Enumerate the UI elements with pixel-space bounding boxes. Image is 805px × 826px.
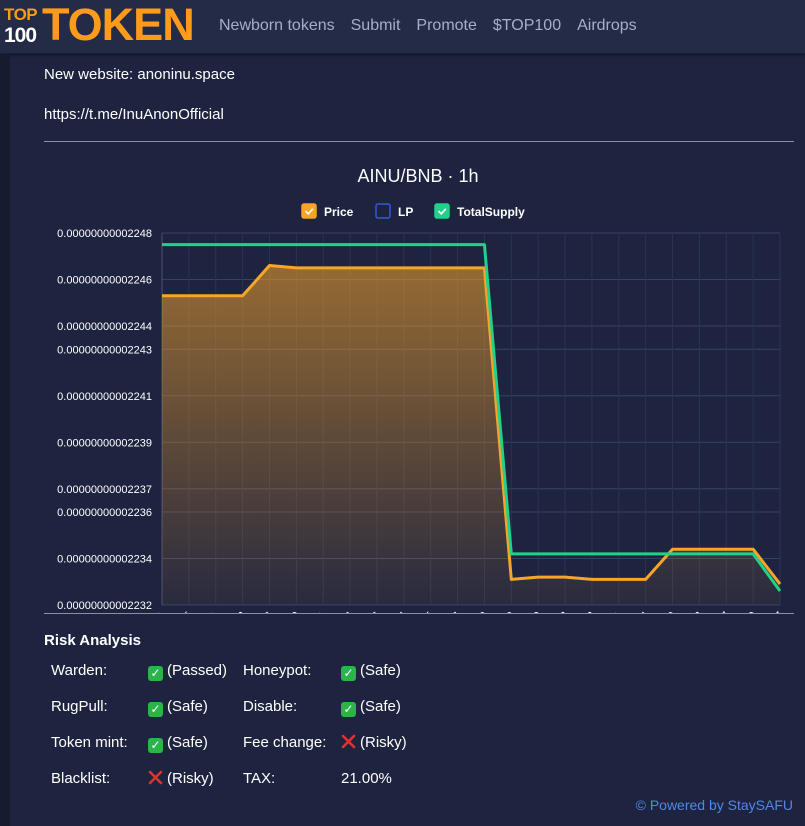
risk-label: RugPull:	[51, 698, 108, 715]
risk-value: ✓ (Passed)	[148, 662, 227, 681]
nav-newborn-tokens[interactable]: Newborn tokens	[219, 17, 335, 34]
risk-label: TAX:	[243, 770, 276, 787]
logo-number-text: 100	[4, 24, 37, 47]
divider-bottom	[44, 613, 794, 614]
risk-value: ✓ (Safe)	[148, 698, 208, 717]
risk-value-text: 21.00%	[341, 770, 392, 787]
risk-label: Token mint:	[51, 734, 128, 751]
check-mark-icon: ✓	[341, 702, 356, 717]
nav-promote[interactable]: Promote	[416, 17, 477, 34]
nav-top100[interactable]: $TOP100	[492, 17, 562, 34]
telegram-link[interactable]: https://t.me/InuAnonOfficial	[44, 106, 224, 123]
risk-label: Warden:	[51, 662, 108, 679]
legend-item-price[interactable]: Price	[301, 203, 354, 219]
totalsupply-series-line	[162, 243, 782, 592]
risk-analysis-title: Risk Analysis	[44, 632, 141, 649]
nav-airdrops[interactable]: Airdrops	[577, 17, 637, 34]
y-tick-label: 0.00000000002244	[57, 321, 152, 333]
cross-mark-icon	[148, 770, 163, 785]
risk-value: (Risky)	[341, 734, 407, 751]
site-logo[interactable]: TOP 100 TOKEN	[4, 2, 204, 48]
legend-label: LP	[398, 205, 413, 219]
y-tick-label: 0.00000000002248	[57, 228, 152, 240]
risk-value: 21.00%	[341, 770, 392, 787]
check-mark-icon: ✓	[148, 702, 163, 717]
y-tick-label: 0.00000000002241	[57, 391, 152, 403]
risk-value-text: (Safe)	[167, 734, 208, 751]
website-text: New website: anoninu.space	[44, 66, 235, 83]
check-mark-icon: ✓	[341, 666, 356, 681]
risk-label: Honeypot:	[243, 662, 312, 679]
risk-label: Blacklist:	[51, 770, 111, 787]
y-tick-label: 0.00000000002236	[57, 507, 152, 519]
legend-checkbox	[375, 203, 391, 219]
legend-item-totalsupply[interactable]: TotalSupply	[434, 203, 525, 219]
y-tick-label: 0.00000000002234	[57, 554, 152, 566]
legend-checkbox	[434, 203, 450, 219]
legend-label: TotalSupply	[457, 205, 525, 219]
y-tick-label: 0.00000000002246	[57, 275, 152, 287]
legend-checkbox	[301, 203, 317, 219]
check-icon	[304, 208, 314, 215]
logo-top-text: TOP	[4, 5, 38, 24]
top-navigation-bar: TOP 100 TOKEN Newborn tokens Submit Prom…	[0, 0, 805, 54]
logo-word-text: TOKEN	[42, 0, 195, 50]
nav-submit[interactable]: Submit	[350, 17, 401, 34]
check-mark-icon: ✓	[148, 666, 163, 681]
y-tick-label: 0.00000000002232	[57, 600, 152, 612]
risk-value-text: (Safe)	[167, 698, 208, 715]
risk-value: ✓ (Safe)	[148, 734, 208, 753]
token-content: New website: anoninu.space https://t.me/…	[10, 54, 805, 826]
risk-label: Fee change:	[243, 734, 327, 751]
powered-by-link[interactable]: © Powered by StaySAFU	[635, 797, 793, 813]
price-chart: AINU/BNB · 1h Price LP TotalSupply 0.0000000…	[57, 166, 786, 614]
left-edge-strip	[0, 54, 10, 826]
risk-value: (Risky)	[148, 770, 214, 787]
risk-value-text: (Safe)	[360, 698, 401, 715]
risk-value-text: (Passed)	[167, 662, 228, 679]
check-icon	[437, 208, 447, 215]
risk-value-text: (Risky)	[360, 734, 407, 751]
check-mark-icon: ✓	[148, 738, 163, 753]
y-tick-label: 0.00000000002243	[57, 344, 152, 356]
divider-top	[44, 141, 794, 142]
risk-label: Disable:	[243, 698, 298, 715]
main-nav: Newborn tokens Submit Promote $TOP100 Ai…	[219, 17, 637, 35]
risk-value-text: (Risky)	[167, 770, 214, 787]
legend-label: Price	[324, 205, 354, 219]
price-series-line	[162, 264, 782, 585]
y-tick-label: 0.00000000002237	[57, 484, 152, 496]
risk-value: ✓ (Safe)	[341, 662, 401, 681]
y-tick-label: 0.00000000002239	[57, 437, 152, 449]
risk-value-text: (Safe)	[360, 662, 401, 679]
cross-mark-icon	[341, 734, 356, 749]
risk-value: ✓ (Safe)	[341, 698, 401, 717]
chart-title: AINU/BNB · 1h	[357, 166, 478, 186]
legend-item-lp[interactable]: LP	[375, 203, 413, 219]
price-area-fill	[162, 265, 780, 605]
